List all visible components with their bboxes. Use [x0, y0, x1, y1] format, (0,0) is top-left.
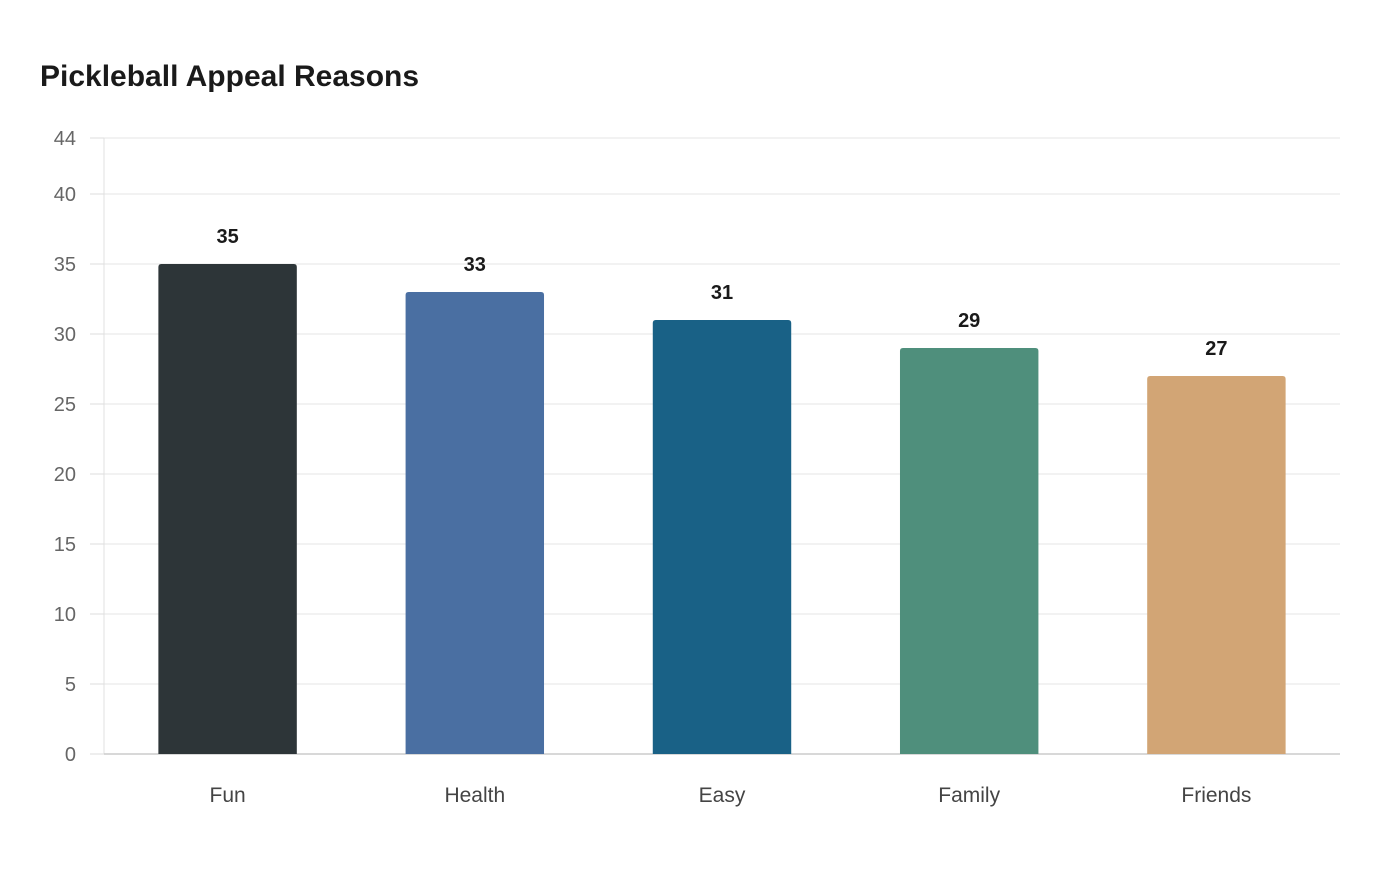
value-label-friends: 27 — [1205, 338, 1227, 360]
y-tick-label: 0 — [65, 744, 76, 766]
bars — [158, 264, 1286, 754]
y-tick-label: 20 — [54, 464, 76, 486]
y-tick-label: 40 — [54, 184, 76, 206]
category-label-friends: Friends — [1181, 784, 1251, 807]
category-label-fun: Fun — [210, 784, 246, 807]
y-tick-labels: 0 5 10 15 20 25 30 35 40 44 — [54, 128, 76, 766]
bar-friends — [1147, 376, 1286, 754]
bar-easy — [652, 320, 792, 754]
category-label-easy: Easy — [699, 784, 746, 807]
y-tick-label: 35 — [54, 254, 76, 276]
y-tick-label: 25 — [54, 394, 76, 416]
y-tick-label: 10 — [54, 604, 76, 626]
value-label-health: 33 — [464, 254, 486, 276]
category-labels: Fun Health Easy Family Friends — [210, 784, 1252, 807]
bar-health — [405, 292, 545, 754]
chart-title: Pickleball Appeal Reasons — [40, 60, 420, 93]
bar-family — [899, 348, 1039, 754]
y-tick-label: 44 — [54, 128, 76, 150]
y-tick-label: 15 — [54, 534, 76, 556]
value-labels: 35 33 31 29 27 — [216, 226, 1227, 360]
y-tick-label: 30 — [54, 324, 76, 346]
bar-fun — [158, 264, 297, 754]
category-label-family: Family — [938, 784, 1000, 807]
category-label-health: Health — [444, 784, 505, 807]
value-label-easy: 31 — [711, 282, 733, 304]
value-label-family: 29 — [958, 310, 980, 332]
value-label-fun: 35 — [216, 226, 238, 248]
y-tick-label: 5 — [65, 674, 76, 696]
